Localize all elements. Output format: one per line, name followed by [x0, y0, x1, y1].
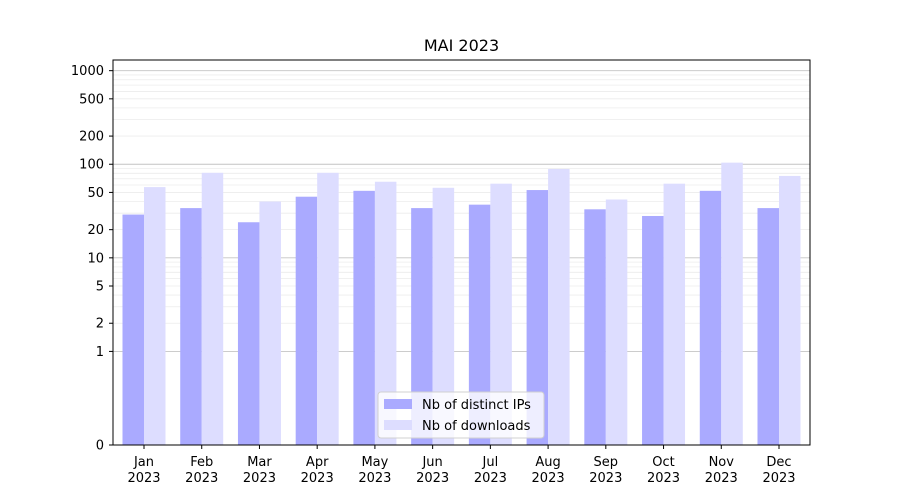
bar-downloads [490, 183, 512, 445]
y-tick-label: 1000 [71, 64, 104, 79]
bar-distinct-ips [584, 209, 606, 445]
legend-label: Nb of distinct IPs [422, 398, 531, 413]
bar-downloads [663, 183, 686, 445]
bar-downloads [721, 162, 743, 445]
y-tick-label: 500 [79, 92, 104, 107]
bar-downloads [259, 201, 281, 445]
x-tick-label-year: 2023 [647, 471, 680, 486]
bar-distinct-ips [411, 208, 433, 445]
x-tick-label-year: 2023 [532, 471, 565, 486]
bar-distinct-ips [353, 190, 375, 445]
y-tick-label: 10 [87, 251, 104, 266]
bar-downloads [432, 187, 455, 445]
x-tick-label-month: Aug [535, 455, 560, 470]
grid-lines [113, 70, 810, 352]
x-tick-label-month: Sep [594, 455, 619, 470]
bar-distinct-ips [237, 222, 260, 445]
legend-label: Nb of downloads [422, 419, 531, 434]
bar-downloads [317, 172, 339, 445]
y-tick-label: 2 [96, 317, 104, 332]
bar-distinct-ips [180, 208, 202, 445]
axis-ticks: 01251020501002005001000Jan2023Feb2023Mar… [71, 64, 796, 486]
axes-frame [112, 59, 811, 446]
x-tick-label-year: 2023 [301, 471, 334, 486]
x-tick-label-month: May [361, 455, 388, 470]
bar-downloads [374, 181, 397, 446]
y-tick-label: 0 [96, 439, 104, 454]
legend: Nb of distinct IPs Nb of downloads [377, 391, 545, 439]
x-tick-label-month: Jun [421, 455, 442, 470]
x-tick-label-month: Feb [190, 455, 213, 470]
x-tick-label-year: 2023 [762, 471, 795, 486]
x-tick-label-month: Oct [652, 455, 674, 470]
x-tick-label-month: Mar [247, 455, 272, 470]
x-tick-label-year: 2023 [589, 471, 622, 486]
bars [122, 162, 801, 446]
bar-distinct-ips [757, 208, 779, 445]
bar-distinct-ips [122, 214, 144, 445]
x-tick-label-year: 2023 [185, 471, 218, 486]
x-tick-label-year: 2023 [243, 471, 276, 486]
bar-downloads [144, 187, 166, 445]
bar-downloads [548, 168, 570, 445]
x-tick-label-month: Apr [306, 455, 329, 470]
bar-distinct-ips [642, 215, 664, 445]
bar-distinct-ips [295, 196, 318, 445]
y-tick-label: 20 [87, 223, 104, 238]
legend-swatch [384, 399, 412, 409]
x-tick-label-month: Jan [133, 455, 154, 470]
x-tick-label-month: Jul [482, 455, 499, 470]
x-tick-label-year: 2023 [474, 471, 507, 486]
bar-distinct-ips [526, 190, 549, 445]
y-tick-label: 50 [87, 186, 104, 201]
legend-box [377, 391, 545, 439]
x-tick-label-year: 2023 [358, 471, 391, 486]
bar-distinct-ips [468, 204, 491, 445]
bar-downloads [779, 175, 801, 445]
legend-swatch [384, 420, 412, 430]
x-tick-label-month: Nov [709, 455, 735, 470]
y-tick-label: 100 [79, 158, 104, 173]
y-tick-label: 5 [96, 280, 104, 295]
bar-downloads [201, 172, 224, 445]
x-tick-label-year: 2023 [127, 471, 160, 486]
x-tick-label-year: 2023 [705, 471, 738, 486]
chart-title: MAI 2023 [424, 36, 499, 55]
x-tick-label-year: 2023 [416, 471, 449, 486]
y-tick-label: 1 [96, 345, 104, 360]
y-tick-label: 200 [79, 130, 104, 145]
bar-downloads [605, 199, 628, 445]
x-tick-label-month: Dec [766, 455, 791, 470]
bar-distinct-ips [699, 190, 722, 445]
